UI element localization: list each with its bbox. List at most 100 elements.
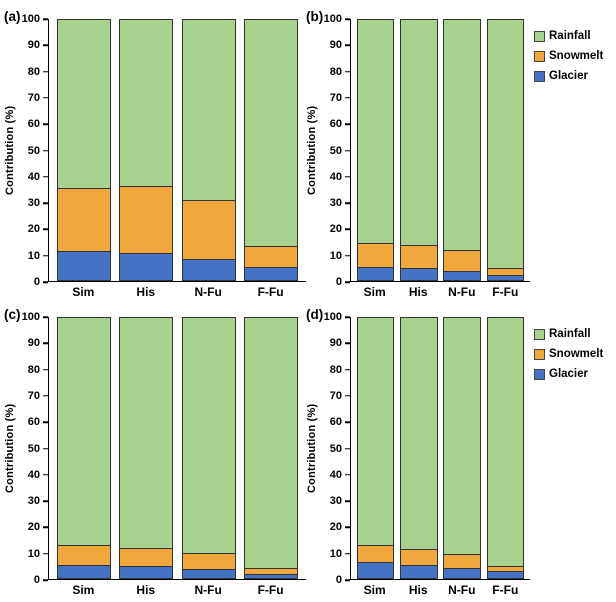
bar-segment-rainfall	[119, 317, 174, 549]
x-category-label: Sim	[363, 285, 386, 299]
y-axis: 100 90 80 70 60 50 40 30 20 10 0	[19, 311, 48, 586]
bar-segment-snowmelt	[181, 201, 236, 261]
x-category-label: Sim	[363, 583, 386, 597]
stacked-bar-n-fu	[181, 19, 236, 281]
legend-swatch-snowmelt	[534, 348, 545, 360]
y-tick-label: 50	[329, 144, 342, 157]
y-tick-label: 90	[27, 39, 40, 52]
bar-segment-rainfall	[443, 19, 481, 251]
legend-item-snowmelt: Snowmelt	[534, 348, 614, 360]
x-category-label: F-Fu	[257, 583, 284, 597]
plot-area	[48, 19, 306, 282]
bar-segment-snowmelt	[400, 245, 438, 270]
y-tick-mark	[345, 579, 350, 581]
bar-segment-snowmelt	[119, 186, 174, 254]
x-category-label: N-Fu	[448, 285, 476, 299]
x-axis-labels: Sim His N-Fu F-Fu	[350, 580, 530, 600]
legend-swatch-snowmelt	[534, 50, 545, 62]
y-tick-label: 90	[27, 337, 40, 350]
y-tick-mark	[345, 228, 350, 231]
y-tick-label: 60	[329, 415, 342, 428]
y-tick-mark	[345, 97, 350, 99]
chart-panel-b: (b) Contribution (%) 100 90 80 70 60 50 40 30 20…	[306, 6, 530, 304]
y-tick-label: 50	[27, 144, 40, 157]
legend-swatch-rainfall	[534, 30, 545, 42]
y-tick-mark	[345, 526, 350, 529]
y-tick-label: 70	[329, 91, 342, 104]
y-tick-mark	[43, 500, 48, 502]
y-tick-label: 90	[329, 39, 342, 52]
y-tick-mark	[43, 316, 48, 318]
y-tick-label: 70	[27, 91, 40, 104]
y-tick-mark	[43, 395, 48, 397]
stacked-bar-n-fu	[443, 317, 481, 579]
legend-label: Snowmelt	[549, 50, 604, 62]
plot-area	[350, 19, 530, 282]
y-axis-title: Contribution (%)	[4, 403, 16, 494]
y-tick-mark	[345, 395, 350, 397]
x-category-label: Sim	[72, 583, 95, 597]
stacked-bar-his	[400, 19, 438, 281]
y-tick-mark	[345, 70, 350, 73]
y-tick-mark	[345, 123, 350, 125]
stacked-bar-f-fu	[243, 317, 298, 579]
bar-segment-glacier	[486, 275, 525, 281]
bar-segment-snowmelt	[486, 567, 525, 573]
bar-segment-rainfall	[400, 19, 438, 246]
y-tick-mark	[43, 474, 48, 476]
y-tick-label: 0	[33, 275, 40, 288]
y-tick-label: 40	[27, 170, 40, 183]
stacked-bar-his	[119, 19, 174, 281]
figure-row-bottom: (c) Contribution (%) 100 90 80 70 60 50 40 30 20…	[4, 304, 616, 602]
y-tick-label: 40	[329, 468, 342, 481]
x-category-label: His	[408, 583, 428, 597]
legend: Rainfall Snowmelt Glacier	[530, 6, 614, 304]
y-tick-mark	[345, 474, 350, 476]
chart-panel-d: (d) Contribution (%) 100 90 80 70 60 50 40 30 20…	[306, 304, 530, 602]
y-tick-mark	[43, 228, 48, 231]
y-tick-label: 50	[329, 442, 342, 455]
bar-segment-rainfall	[57, 19, 112, 190]
x-category-label: F-Fu	[257, 285, 284, 299]
y-tick-mark	[43, 447, 48, 450]
y-tick-label: 30	[27, 196, 40, 209]
y-tick-mark	[43, 281, 48, 283]
bar-segment-glacier	[356, 267, 395, 281]
y-tick-label: 60	[329, 117, 342, 130]
y-tick-label: 10	[329, 547, 342, 560]
y-tick-mark	[43, 526, 48, 529]
bar-segment-snowmelt	[57, 546, 112, 566]
bar-segment-snowmelt	[400, 550, 438, 566]
legend-label: Snowmelt	[549, 348, 604, 360]
y-tick-mark	[43, 70, 48, 73]
y-tick-label: 80	[329, 363, 342, 376]
bar-segment-glacier	[400, 565, 438, 579]
y-tick-mark	[345, 44, 350, 47]
y-tick-label: 0	[33, 573, 40, 586]
legend-label: Glacier	[549, 368, 588, 380]
stacked-bar-his	[119, 317, 174, 579]
bar-segment-snowmelt	[356, 244, 395, 268]
y-tick-label: 100	[323, 310, 342, 323]
panel-label-b: (b)	[306, 9, 324, 24]
chart-body: 100 90 80 70 60 50 40 30 20 10 0 Sim His N-Fu F-Fu	[321, 13, 530, 304]
y-tick-mark	[43, 202, 48, 204]
legend-label: Rainfall	[549, 30, 591, 42]
stacked-bar-sim	[57, 19, 112, 281]
y-axis: 100 90 80 70 60 50 40 30 20 10 0	[19, 13, 48, 288]
legend-item-glacier: Glacier	[534, 368, 614, 380]
y-tick-label: 20	[329, 223, 342, 236]
y-tick-mark	[345, 421, 350, 423]
figure-row-top: (a) Contribution (%) 100 90 80 70 60 50 40 30 20…	[4, 6, 616, 304]
y-tick-mark	[345, 447, 350, 450]
y-axis-title: Contribution (%)	[306, 105, 318, 196]
bar-segment-glacier	[243, 267, 298, 281]
panel-label-c: (c)	[4, 307, 21, 322]
y-axis: 100 90 80 70 60 50 40 30 20 10 0	[321, 13, 350, 288]
x-category-label: His	[136, 583, 156, 597]
bar-segment-rainfall	[443, 317, 481, 556]
y-tick-label: 70	[329, 389, 342, 402]
y-axis-title: Contribution (%)	[306, 403, 318, 494]
bar-segment-rainfall	[243, 19, 298, 247]
